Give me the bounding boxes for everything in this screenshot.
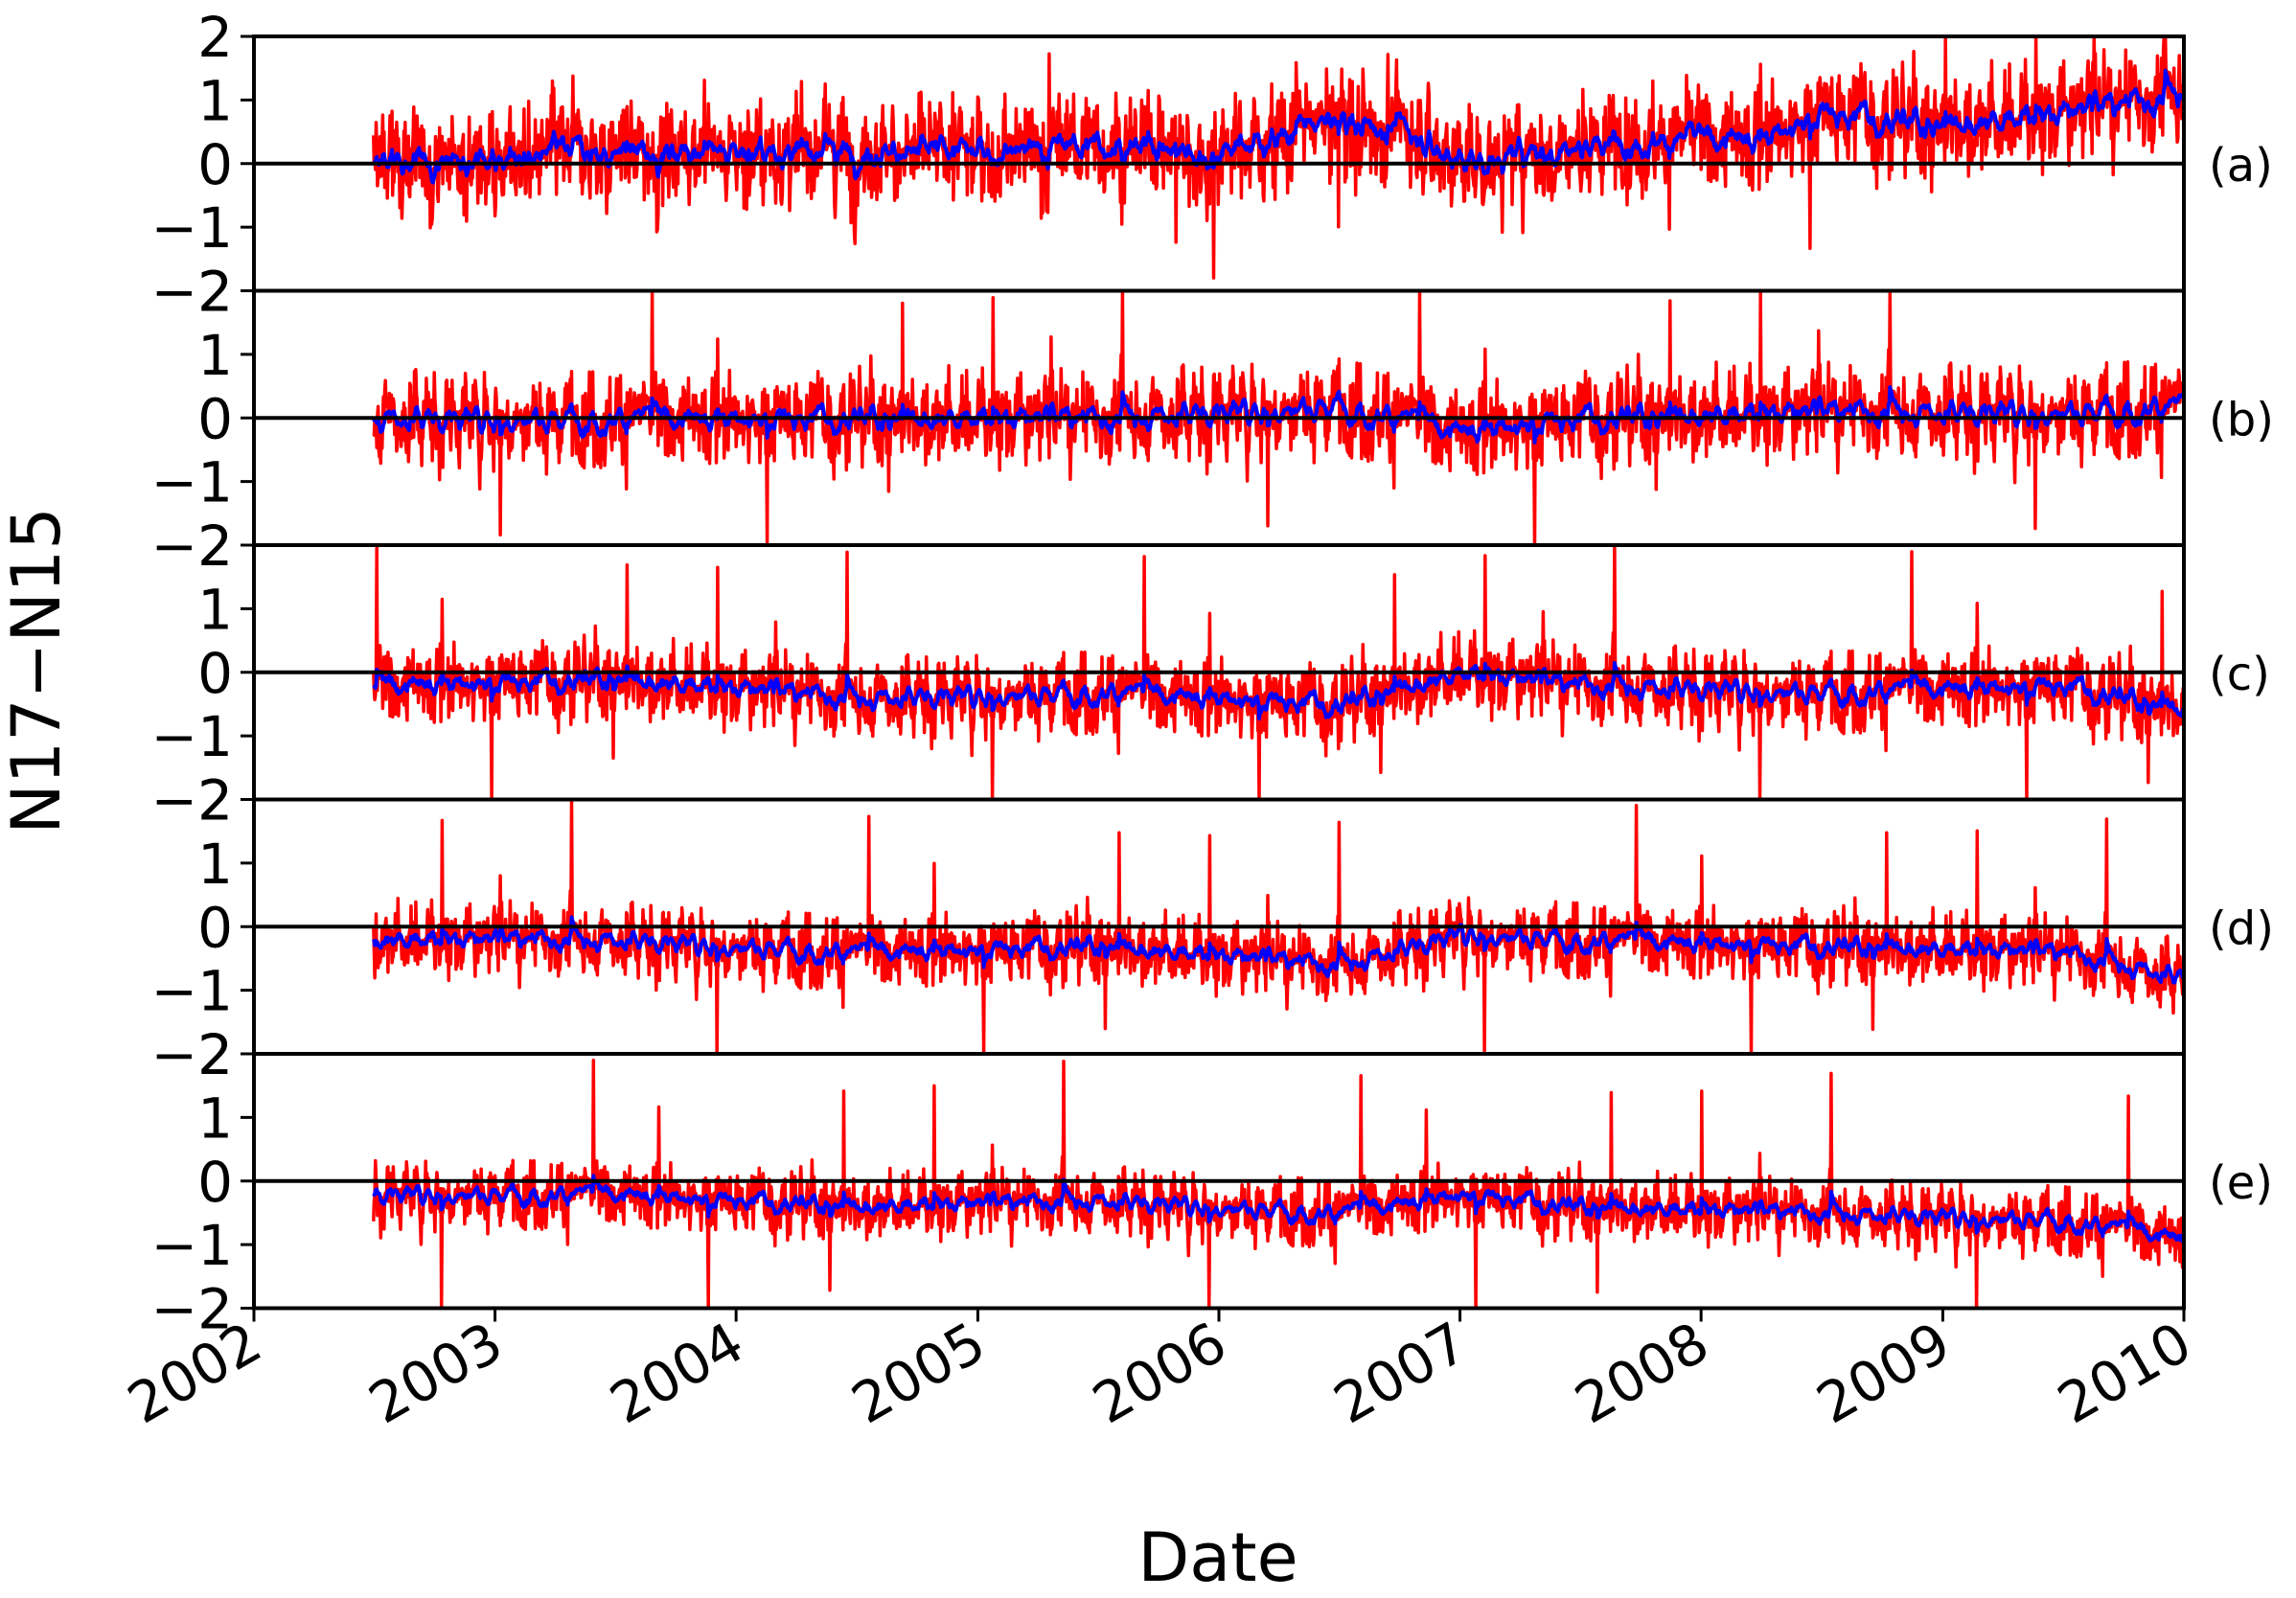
y-tick-label: 1 (197, 577, 233, 642)
y-tick-label: 1 (197, 323, 233, 388)
y-tick-label: −2 (151, 260, 234, 325)
panel-label: (d) (2209, 902, 2274, 955)
y-tick-label: 2 (197, 260, 233, 325)
y-tick-label: 2 (197, 1022, 233, 1087)
y-tick-label: −1 (151, 450, 234, 515)
x-tick-label: 2005 (841, 1310, 997, 1437)
x-tick-label: 2008 (1564, 1310, 1719, 1437)
x-tick-label: 2006 (1082, 1310, 1237, 1437)
x-tick-label: 2010 (2047, 1310, 2202, 1437)
panel-1: 210−1−2(b) (151, 260, 2274, 580)
smoothed-series-line (372, 1174, 2184, 1244)
smoothed-series-line (372, 661, 2184, 721)
y-axis-title: N17−N15 (0, 507, 76, 834)
daily-series-line (372, 1058, 2184, 1309)
x-tick-label: 2003 (358, 1310, 514, 1437)
y-tick-label: −2 (151, 514, 234, 579)
x-axis-title: Date (1137, 1518, 1297, 1597)
y-tick-label: 2 (197, 768, 233, 833)
x-axis: 2002 2003 2004 2005 2006 2007 2008 2009 2010 (117, 1308, 2202, 1437)
panel-label: (c) (2209, 648, 2270, 701)
panel-label: (a) (2209, 139, 2273, 193)
panel-label: (e) (2209, 1156, 2273, 1210)
y-tick-label: 0 (197, 386, 233, 451)
x-tick-label: 2009 (1806, 1310, 1962, 1437)
x-tick-label: 2004 (599, 1310, 754, 1437)
y-tick-label: 0 (197, 641, 233, 706)
y-tick-label: −1 (151, 1213, 234, 1278)
y-tick-label: 2 (197, 5, 233, 70)
smoothed-series-line (372, 68, 2184, 185)
y-tick-label: 1 (197, 68, 233, 133)
daily-series-line (372, 290, 2184, 545)
panel-2: 210−1−2(c) (151, 514, 2270, 833)
y-tick-label: 1 (197, 832, 233, 897)
panel-label: (b) (2209, 393, 2274, 446)
x-tick-label: 2007 (1323, 1310, 1479, 1437)
y-tick-label: −2 (151, 768, 234, 833)
panel-3: 210−1−2(d) (151, 768, 2274, 1088)
y-tick-label: −1 (151, 195, 234, 261)
y-tick-label: 2 (197, 514, 233, 579)
y-tick-label: 0 (197, 1150, 233, 1215)
y-tick-label: −2 (151, 1022, 234, 1087)
y-tick-label: −1 (151, 704, 234, 769)
y-tick-label: −2 (151, 1277, 234, 1342)
panels-group: 210−1−2(a)210−1−2(b)210−1−2(c)210−1−2(d)… (151, 5, 2274, 1342)
y-tick-label: 1 (197, 1085, 233, 1151)
y-tick-label: 0 (197, 132, 233, 197)
panel-0: 210−1−2(a) (151, 5, 2273, 325)
smoothed-series-line (371, 915, 2184, 985)
panel-4: 210−1−2(e) (151, 1022, 2273, 1342)
y-tick-label: −1 (151, 959, 234, 1024)
y-tick-label: 0 (197, 895, 233, 960)
